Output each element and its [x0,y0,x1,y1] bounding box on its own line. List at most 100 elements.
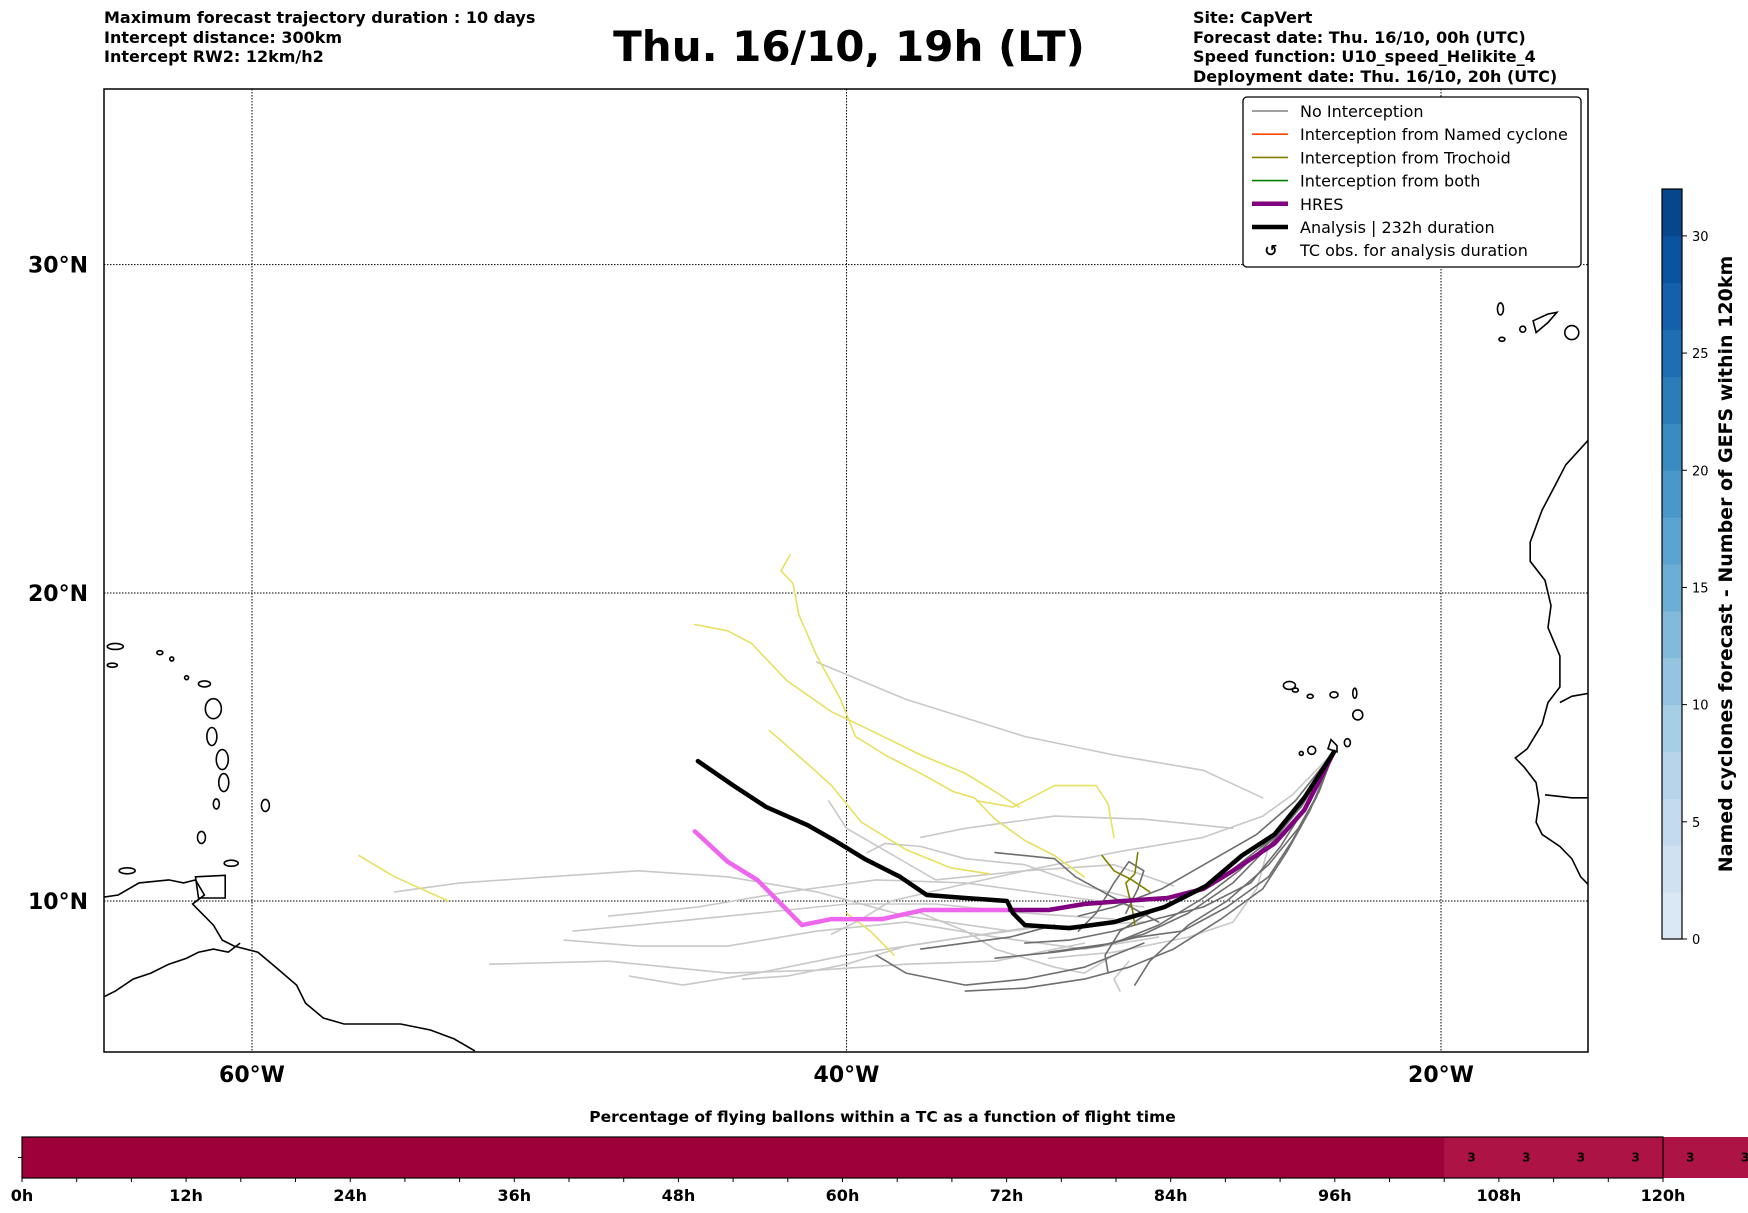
south-america-coast [104,878,476,1052]
colorbar-bin [1662,564,1682,612]
colorbar-label: Named cyclones forecast - Number of GEFS… [1715,256,1737,873]
tobago [223,859,239,868]
bar-title: Percentage of flying ballons within a TC… [589,1108,1176,1126]
la-gomera [1518,325,1527,334]
africa-coast [1514,439,1588,886]
intercept-rw2-text: Intercept RW2: 12km/h2 [104,47,324,66]
bar-cell [1006,1137,1062,1178]
brava [1298,750,1305,757]
colorbar-bin [1662,657,1682,706]
colorbar-bin [1662,470,1682,518]
tc-obs-marker-icon: ↺ [1264,241,1277,260]
legend-label: Interception from Trochoid [1300,148,1511,167]
sao-vicente [1291,687,1300,693]
bar-tick-label: 60h [826,1186,860,1205]
bar-cell [1334,1137,1390,1178]
trajectory-far [866,842,1145,902]
bar-cell [514,1137,570,1178]
colorbar-tick-label: 10 [1692,699,1709,714]
site-text: Site: CapVert [1193,8,1313,27]
bar-cell [787,1137,843,1178]
bar-cell [1389,1137,1445,1178]
gran-canaria [1563,324,1580,341]
orinoco-coast [104,942,241,998]
bar-cell [1717,1137,1748,1178]
barbados [260,798,271,813]
trajectory-no-interception [994,751,1335,959]
header-right-info: Site: CapVert Forecast date: Thu. 16/10,… [1193,8,1557,86]
bar-cell [1553,1137,1609,1178]
legend-label: Interception from both [1300,172,1480,191]
bar-cell [131,1137,187,1178]
colorbar-tick-label: 25 [1692,347,1709,362]
legend: No Interception Interception from Named c… [1242,96,1582,268]
bar-cell-label: 3 [1577,1151,1585,1165]
el-hierro [1498,336,1506,343]
colorbar-tick-label: 0 [1692,933,1700,948]
saint-lucia [217,772,230,793]
trajectory-trochoid-far [694,623,1020,808]
colorbar-tick-label: 15 [1692,581,1709,596]
colorbar-bin [1662,517,1682,565]
bar-cell [459,1137,515,1178]
legend-label: Analysis | 232h duration [1300,218,1495,237]
legend-label: Interception from Named cyclone [1300,125,1568,144]
trajectory-far [920,815,1234,839]
trajectory-far [816,661,1264,799]
bar-cell-label: 3 [1686,1151,1694,1165]
trajectory-trochoid-far [976,784,1115,839]
bar-cell [623,1137,679,1178]
bar-cell [1225,1137,1281,1178]
deployment-date-text: Deployment date: Thu. 16/10, 20h (UTC) [1193,66,1558,86]
legend-label: HRES [1300,195,1343,214]
lat-tick-label: 20°N [28,582,88,607]
trajectory-far [827,751,1335,881]
trinidad-coast [194,874,226,899]
bar-cell-label: 3 [1522,1151,1530,1165]
colorbar-bin [1662,610,1682,659]
speed-function-text: Speed function: U10_speed_Helikite_4 [1193,47,1536,66]
trajectory-no-interception [1134,751,1335,986]
bar-cell [404,1137,461,1178]
st-vincent [212,798,221,810]
bar-cell [842,1137,898,1178]
max-duration-text: Maximum forecast trajectory duration : 1… [104,8,536,27]
hres-line [1007,749,1337,913]
trajectory-far [1113,960,1130,992]
grenada [196,830,207,845]
bar-cell [76,1137,132,1178]
sal [1351,687,1358,700]
bar-tick-label: 72h [990,1186,1024,1205]
virgin-islands [106,642,125,651]
trajectory-trochoid-far [358,854,449,902]
forecast-date-text: Forecast date: Thu. 16/10, 00h (UTC) [1193,27,1526,47]
colorbar-bin [1662,751,1682,799]
colorbar: 0 5 10 15 20 25 30 Named cyclones forecast - Nu… [1661,188,1737,948]
bar-tick-label: 0h [11,1186,34,1205]
colorbar-bin [1662,189,1682,237]
gambia-river [1544,794,1588,799]
bar-cell [1061,1137,1117,1178]
sao-nicolau [1306,693,1315,700]
trajectory-trochoid-interception [1101,854,1151,893]
trajectories [358,554,1337,992]
trajectory-no-interception [875,942,1145,986]
trajectory-trochoid-far [768,729,990,875]
trajectory-no-interception [920,924,1056,950]
trajectory-far [607,879,1145,917]
bar-cell [569,1137,625,1178]
coastlines [104,302,1588,1052]
margarita [118,866,136,875]
colorbar-bin [1662,282,1682,331]
legend-label: TC obs. for analysis duration [1299,241,1528,260]
trajectory-far [563,921,1160,950]
bar-tick-label: 120h [1641,1186,1686,1205]
santo-antao [1282,680,1297,691]
trajectory-far [393,870,1011,932]
bar-cell [1280,1137,1336,1178]
lon-tick-label: 40°W [814,1063,880,1088]
colorbar-frame [1661,188,1683,940]
dominica [206,726,218,747]
senegal-river [1559,692,1588,704]
bar-cell [186,1137,242,1178]
